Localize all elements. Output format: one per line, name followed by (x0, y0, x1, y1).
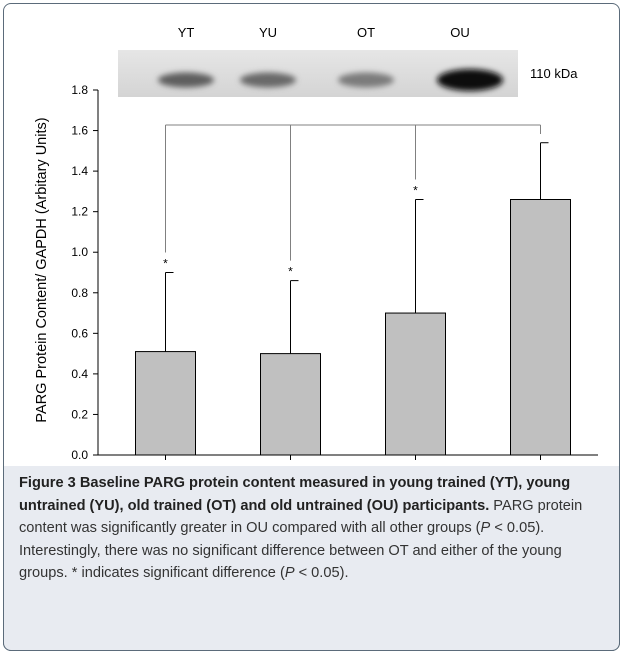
bars: * * * (135, 142, 571, 456)
blot-lane-label: OT (357, 25, 375, 40)
y-tick-label: 0.0 (71, 448, 88, 462)
significance-star: * (163, 257, 168, 271)
blot-band-label: 110 kDa (530, 66, 578, 81)
blot-lane-label: OU (450, 25, 470, 40)
y-tick-label: 1.2 (71, 205, 88, 219)
caption-text: PARG protein content was significantly g… (19, 497, 583, 537)
caption-box (3, 466, 620, 651)
bar-chart: YT YU OT OU 110 kDa * * * 0.0 0.2 0.4 0.6 0.8 1.0 1.… (34, 25, 598, 462)
figure-label: Figure 3 (19, 475, 76, 491)
axes: 0.00.20.40.60.81.01.21.41.61.8YTYUOTOU (71, 83, 598, 462)
significance-star: * (413, 184, 418, 198)
caption-text: < 0.05). (294, 565, 349, 581)
bar-ou (510, 199, 571, 456)
y-tick-label: 1.0 (71, 245, 88, 259)
bar-yt (135, 351, 196, 456)
caption-body: PARG protein content was significantly g… (19, 498, 582, 582)
y-tick-label: 0.2 (71, 407, 88, 421)
y-tick-label: 1.6 (71, 124, 88, 138)
caption-p-symbol: P (284, 565, 295, 581)
caption-text: < 0.05). Interestingly, there was no sig… (19, 520, 562, 581)
y-tick-label: 1.4 (71, 164, 88, 178)
blot-band (158, 72, 214, 88)
y-tick-label: 0.8 (71, 286, 88, 300)
blot-band (240, 72, 296, 88)
figure-title: Baseline PARG protein content measured i… (19, 475, 571, 514)
y-tick-label: 0.4 (71, 367, 88, 381)
figure-caption: Figure 3 Baseline PARG protein content m… (19, 472, 609, 585)
significance-bracket (165, 124, 541, 261)
blot-band (338, 72, 394, 88)
caption-p-symbol: P (480, 520, 491, 536)
blot-lane-label: YT (178, 25, 195, 40)
blot-band (437, 69, 503, 91)
bar-ot (385, 312, 446, 456)
y-tick-label: 0.6 (71, 326, 88, 340)
western-blot: YT YU OT OU 110 kDa (118, 25, 578, 97)
y-axis-label: PARG Protein Content/ GAPDH (Arbitary Un… (34, 117, 50, 422)
y-tick-label: 1.8 (71, 83, 88, 97)
significance-star: * (288, 265, 293, 279)
bar-yu (260, 353, 321, 456)
blot-lane-label: YU (259, 25, 277, 40)
